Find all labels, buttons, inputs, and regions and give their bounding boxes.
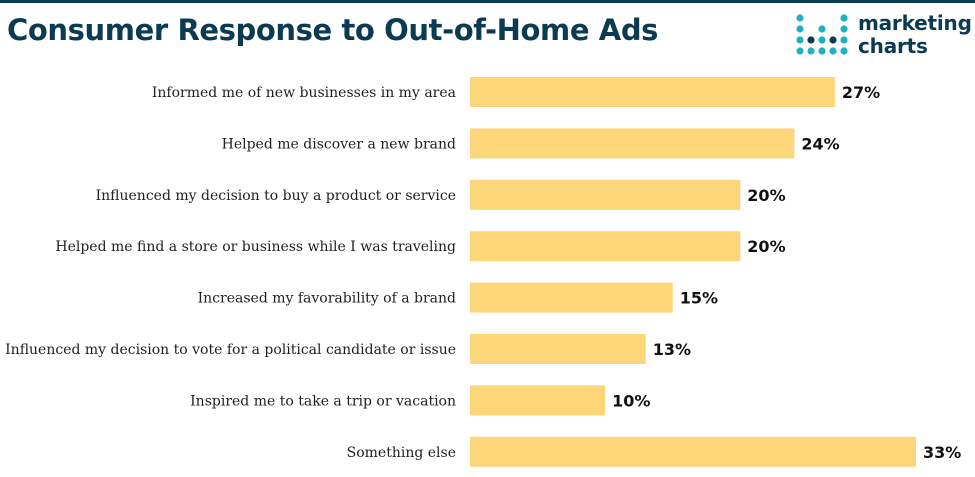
- bar: [470, 334, 646, 364]
- category-label: Informed me of new businesses in my area: [152, 85, 456, 101]
- value-label: 13%: [653, 340, 691, 359]
- logo-line-2: charts: [858, 34, 928, 58]
- marketing-charts-logo: marketing charts: [795, 12, 972, 60]
- bar: [470, 436, 916, 467]
- value-label: 20%: [747, 237, 785, 256]
- bar: [470, 179, 741, 210]
- category-label: Something else: [347, 445, 456, 461]
- chart-title: Consumer Response to Out-of-Home Ads: [7, 13, 659, 47]
- bar: [470, 77, 835, 107]
- category-label: Helped me find a store or business while…: [55, 239, 456, 255]
- value-label: 24%: [801, 134, 839, 153]
- top-rule: [0, 0, 975, 3]
- bar: [470, 231, 741, 262]
- bar: [470, 385, 606, 416]
- value-label: 27%: [842, 83, 880, 102]
- bar: [470, 282, 673, 313]
- category-label: Influenced my decision to vote for a pol…: [5, 342, 456, 358]
- value-label: 15%: [680, 289, 718, 308]
- category-label: Increased my favorability of a brand: [198, 291, 456, 307]
- value-label: 33%: [923, 443, 961, 462]
- logo-line-1: marketing: [858, 11, 972, 35]
- value-label: 20%: [747, 186, 785, 205]
- category-label: Influenced my decision to buy a product …: [96, 188, 456, 204]
- value-label: 10%: [612, 391, 650, 410]
- logo-wordmark: marketing charts: [858, 12, 972, 58]
- bar: [470, 128, 795, 159]
- category-label: Helped me discover a new brand: [222, 136, 456, 152]
- category-label: Inspired me to take a trip or vacation: [190, 393, 456, 409]
- logo-dots-icon: [796, 14, 848, 55]
